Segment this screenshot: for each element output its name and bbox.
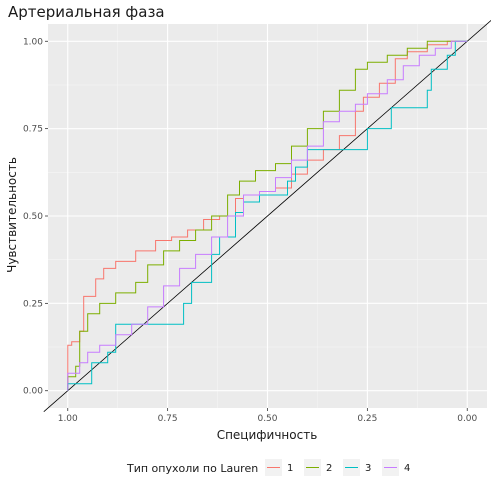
chart-title: Артериальная фаза [8, 3, 165, 21]
axis-ticks: 1.00 0.75 0.50 0.25 0.00 0.00 0.25 0.50 0.75 1.00 [23, 37, 478, 424]
legend-title: Тип опухоли по Lauren [126, 462, 258, 475]
series-line-3 [67, 40, 468, 391]
grid-lines [48, 24, 487, 408]
legend-item-label: 4 [404, 463, 410, 474]
y-tick-label: 1.00 [23, 37, 43, 47]
series-lines [67, 40, 468, 391]
legend-item-label: 1 [287, 463, 293, 474]
y-axis-title: Чувствительность [5, 157, 19, 273]
reference-diagonal [43, 20, 491, 412]
x-tick-label: 0.50 [257, 414, 277, 424]
series-line-4 [67, 40, 468, 391]
y-tick-label: 0.75 [23, 125, 43, 135]
y-tick-label: 0.25 [23, 299, 43, 309]
x-axis-title: Специфичность [217, 428, 318, 442]
y-tick-label: 0.00 [23, 387, 43, 397]
x-tick-label: 1.00 [58, 414, 78, 424]
y-tick-label: 0.50 [23, 212, 43, 222]
x-tick-label: 0.75 [158, 414, 178, 424]
series-line-2 [67, 40, 468, 391]
legend-item-label: 3 [365, 463, 371, 474]
x-tick-label: 0.00 [457, 414, 477, 424]
legend-item-label: 2 [326, 463, 332, 474]
x-tick-label: 0.25 [357, 414, 377, 424]
reference-line-group [43, 20, 491, 412]
legend: Тип опухоли по Lauren 1 2 3 4 [126, 459, 410, 476]
